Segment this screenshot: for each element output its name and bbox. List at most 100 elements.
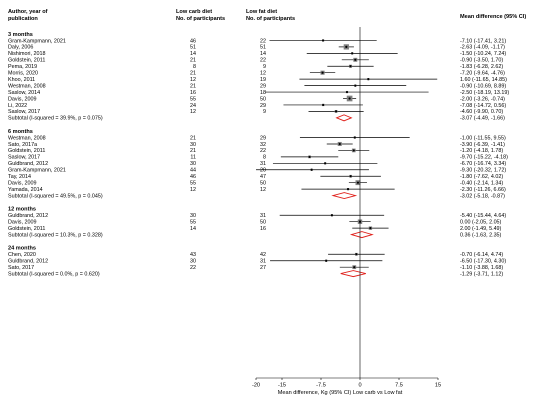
point-estimate — [346, 188, 350, 191]
effect-ci: -9.70 (-15.22, -4.18) — [460, 155, 508, 161]
low-fat-n: 22 — [260, 148, 266, 154]
low-carb-n: 21 — [190, 83, 196, 89]
effect-ci: -1.00 (-11.55, 9.55) — [460, 135, 506, 141]
effect-ci: -3.90 (-6.39, -1.41) — [460, 142, 505, 148]
low-carb-n: 8 — [193, 64, 196, 70]
study-name: Gram-Kampmann, 2021 — [8, 168, 66, 174]
low-carb-n: 44 — [190, 168, 196, 174]
low-carb-n: 55 — [190, 219, 196, 225]
header-line: No. of participants — [176, 16, 225, 22]
low-carb-n: 14 — [190, 226, 196, 232]
low-fat-n: 18 — [260, 90, 266, 96]
point-estimate — [349, 175, 352, 178]
low-fat-n: 31 — [260, 259, 266, 265]
point-estimate — [338, 142, 341, 146]
low-fat-n: 42 — [260, 252, 266, 258]
low-fat-n: 31 — [260, 161, 266, 167]
point-estimate — [369, 227, 372, 230]
study-name: Nishimori, 2018 — [8, 51, 45, 57]
low-carb-n: 55 — [190, 180, 196, 186]
header-line: Low carb diet — [176, 9, 212, 15]
study-name: Chen, 2020 — [8, 252, 36, 258]
low-carb-n: 21 — [190, 58, 196, 64]
subtotal-diamond — [340, 270, 366, 278]
subtotal-ci: 0.36 (-1.63, 2.35) — [460, 232, 502, 238]
low-carb-n: 21 — [190, 71, 196, 77]
point-estimate — [345, 45, 348, 49]
subtotal-label: Subtotal (I-squared = 49.5%, p = 0.045) — [8, 193, 103, 199]
low-fat-n: 32 — [260, 142, 266, 148]
low-carb-n: 21 — [190, 148, 196, 154]
effect-ci: -2.50 (-18.19, 13.19) — [460, 90, 509, 96]
low-carb-n: 30 — [190, 259, 196, 265]
group-title: 24 months — [8, 246, 36, 252]
header-low-fat: Low fat diet No. of participants — [246, 9, 295, 22]
subtotal-ci: -1.29 (-3.71, 1.12) — [460, 271, 503, 277]
low-fat-n: 20 — [260, 168, 266, 174]
x-tick-label: -20 — [252, 383, 260, 389]
column-headers: Author, year of publication Low carb diet… — [8, 9, 526, 22]
study-name: Li, 2022 — [8, 103, 27, 109]
effect-ci: -0.90 (-10.69, 8.89) — [460, 83, 506, 89]
effect-ci: -2.30 (-11.26, 6.66) — [460, 187, 506, 193]
low-carb-n: 51 — [190, 45, 196, 51]
subtotal-label: Subtotal (I-squared = 0.0%, p = 0.620) — [8, 271, 100, 277]
effect-ci: -2.00 (-3.26, -0.74) — [460, 96, 505, 102]
point-estimate — [345, 90, 349, 94]
study-name: Davis, 2009 — [8, 180, 36, 186]
effect-ci: -6.70 (-16.74, 3.34) — [460, 161, 506, 167]
x-tick-label: 15 — [435, 383, 441, 389]
low-carb-n: 30 — [190, 213, 196, 219]
effect-ci: -0.90 (-3.50, 1.70) — [460, 58, 503, 64]
header-low-carb: Low carb diet No. of participants — [176, 9, 225, 22]
point-estimate — [353, 136, 356, 139]
group-title: 6 months — [8, 129, 33, 135]
header-effect: Mean difference (95% CI) — [460, 14, 526, 20]
study-name: Tay, 2014 — [8, 174, 31, 180]
low-carb-n: 55 — [190, 96, 196, 102]
point-estimate — [354, 84, 357, 87]
study-name: Davis, 2009 — [8, 96, 36, 102]
low-fat-n: 29 — [260, 103, 266, 109]
point-estimate — [356, 181, 360, 184]
low-carb-n: 30 — [190, 142, 196, 148]
point-estimate — [325, 259, 328, 262]
study-name: Gram-Kampmann, 2021 — [8, 38, 66, 44]
header-line: Low fat diet — [246, 9, 277, 15]
study-name: Saslow, 2014 — [8, 90, 40, 96]
study-name: Daly, 2006 — [8, 45, 33, 51]
point-estimate — [322, 103, 325, 107]
point-estimate — [348, 97, 351, 100]
low-carb-n: 14 — [190, 51, 196, 57]
subtotal-diamond — [335, 114, 353, 122]
low-carb-n: 12 — [190, 109, 196, 115]
point-estimate — [352, 149, 355, 152]
low-fat-n: 8 — [263, 155, 266, 161]
point-estimate — [351, 52, 354, 55]
header-line: publication — [8, 16, 38, 22]
x-tick-label: -7.5 — [316, 383, 326, 389]
effect-ci: -0.40 (-2.14, 1.34) — [460, 180, 503, 186]
study-name: Goldstein, 2011 — [8, 148, 45, 154]
effect-ci: -7.08 (-14.72, 0.56) — [460, 103, 506, 109]
low-carb-n: 24 — [190, 103, 196, 109]
study-name: Guldbrand, 2012 — [8, 213, 48, 219]
low-fat-n: 51 — [260, 45, 266, 51]
low-fat-n: 50 — [260, 180, 266, 186]
subtotal-diamond — [349, 231, 374, 239]
low-carb-n: 16 — [190, 90, 196, 96]
group-title: 12 months — [8, 207, 36, 213]
low-fat-n: 16 — [260, 226, 266, 232]
effect-ci: -1.83 (-6.28, 2.62) — [460, 64, 503, 70]
effect-ci: -0.70 (-6.14, 4.74) — [460, 252, 503, 258]
effect-ci: 0.00 (-2.05, 2.05) — [460, 219, 502, 225]
study-name: Khoo, 2011 — [8, 77, 35, 83]
low-fat-n: 22 — [260, 58, 266, 64]
low-carb-n: 46 — [190, 38, 196, 44]
effect-ci: -1.50 (-10.24, 7.24) — [460, 51, 506, 57]
study-name: Westman, 2008 — [8, 83, 46, 89]
point-estimate — [349, 65, 352, 68]
subtotal-label: Subtotal (I-squared = 10.3%, p = 0.328) — [8, 232, 103, 238]
